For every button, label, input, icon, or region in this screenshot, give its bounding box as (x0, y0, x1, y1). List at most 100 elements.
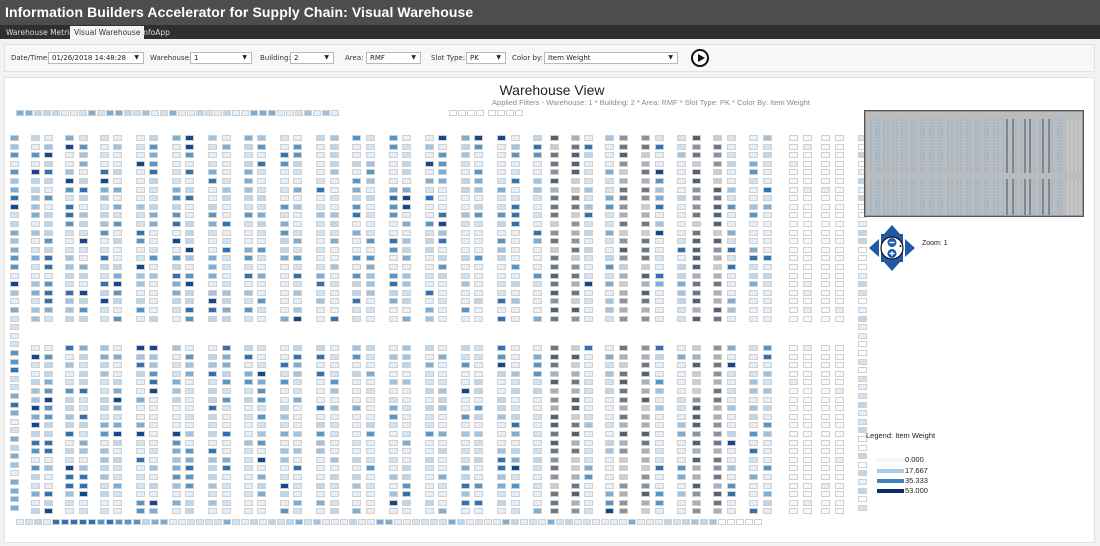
slot-cell[interactable] (172, 483, 181, 489)
slot-cell[interactable] (835, 144, 844, 150)
slot-cell[interactable] (550, 457, 559, 463)
slot-cell[interactable] (727, 345, 736, 351)
slot-cell[interactable] (172, 508, 181, 514)
slot-cell[interactable] (402, 247, 411, 253)
slot-cell[interactable] (502, 519, 510, 525)
slot-cell[interactable] (280, 465, 289, 471)
slot-cell[interactable] (692, 457, 701, 463)
slot-cell[interactable] (149, 298, 158, 304)
slot-cell[interactable] (352, 388, 361, 394)
slot-cell[interactable] (34, 519, 42, 525)
slot-cell[interactable] (113, 169, 122, 175)
slot-cell[interactable] (474, 405, 483, 411)
slot-cell[interactable] (257, 230, 266, 236)
slot-cell[interactable] (511, 371, 520, 377)
slot-cell[interactable] (692, 316, 701, 322)
slot-cell[interactable] (142, 110, 150, 116)
slot-cell[interactable] (316, 161, 325, 167)
slot-cell[interactable] (293, 371, 302, 377)
slot-cell[interactable] (511, 178, 520, 184)
slot-cell[interactable] (70, 519, 78, 525)
slot-cell[interactable] (316, 187, 325, 193)
slot-cell[interactable] (835, 457, 844, 463)
slot-cell[interactable] (280, 238, 289, 244)
slot-cell[interactable] (280, 290, 289, 296)
slot-cell[interactable] (484, 519, 492, 525)
slot-cell[interactable] (402, 152, 411, 158)
slot-cell[interactable] (149, 135, 158, 141)
slot-cell[interactable] (692, 491, 701, 497)
slot-cell[interactable] (858, 255, 867, 261)
slot-cell[interactable] (533, 264, 542, 270)
slot-cell[interactable] (352, 238, 361, 244)
slot-cell[interactable] (610, 519, 618, 525)
slot-cell[interactable] (10, 281, 19, 287)
slot-cell[interactable] (208, 238, 217, 244)
slot-cell[interactable] (803, 152, 812, 158)
slot-cell[interactable] (605, 247, 614, 253)
slot-cell[interactable] (31, 371, 40, 377)
slot-cell[interactable] (366, 457, 375, 463)
slot-cell[interactable] (727, 204, 736, 210)
slot-cell[interactable] (257, 290, 266, 296)
slot-cell[interactable] (366, 221, 375, 227)
slot-cell[interactable] (511, 238, 520, 244)
slot-cell[interactable] (316, 169, 325, 175)
slot-cell[interactable] (858, 290, 867, 296)
slot-cell[interactable] (366, 362, 375, 368)
slot-cell[interactable] (438, 362, 447, 368)
slot-cell[interactable] (244, 440, 253, 446)
slot-cell[interactable] (511, 307, 520, 313)
slot-cell[interactable] (352, 465, 361, 471)
slot-cell[interactable] (584, 161, 593, 167)
slot-cell[interactable] (244, 187, 253, 193)
slot-cell[interactable] (124, 110, 132, 116)
slot-cell[interactable] (692, 345, 701, 351)
slot-cell[interactable] (185, 135, 194, 141)
slot-cell[interactable] (402, 273, 411, 279)
slot-cell[interactable] (619, 508, 628, 514)
slot-cell[interactable] (208, 247, 217, 253)
slot-type-select[interactable]: PK ▼ (466, 52, 506, 64)
slot-cell[interactable] (727, 195, 736, 201)
slot-cell[interactable] (389, 405, 398, 411)
slot-cell[interactable] (222, 230, 231, 236)
slot-cell[interactable] (641, 414, 650, 420)
slot-cell[interactable] (10, 402, 19, 408)
slot-cell[interactable] (571, 290, 580, 296)
slot-cell[interactable] (550, 307, 559, 313)
slot-cell[interactable] (821, 431, 830, 437)
slot-cell[interactable] (727, 212, 736, 218)
slot-cell[interactable] (293, 144, 302, 150)
slot-cell[interactable] (749, 238, 758, 244)
slot-cell[interactable] (533, 379, 542, 385)
slot-cell[interactable] (316, 474, 325, 480)
slot-cell[interactable] (208, 465, 217, 471)
slot-cell[interactable] (389, 221, 398, 227)
slot-cell[interactable] (497, 178, 506, 184)
slot-cell[interactable] (584, 483, 593, 489)
slot-cell[interactable] (366, 169, 375, 175)
slot-cell[interactable] (366, 422, 375, 428)
slot-cell[interactable] (366, 195, 375, 201)
slot-cell[interactable] (497, 500, 506, 506)
slot-cell[interactable] (511, 195, 520, 201)
slot-cell[interactable] (79, 354, 88, 360)
slot-cell[interactable] (425, 422, 434, 428)
slot-cell[interactable] (425, 273, 434, 279)
slot-cell[interactable] (352, 307, 361, 313)
slot-cell[interactable] (222, 281, 231, 287)
slot-cell[interactable] (257, 379, 266, 385)
slot-cell[interactable] (136, 405, 145, 411)
slot-cell[interactable] (571, 178, 580, 184)
slot-cell[interactable] (257, 212, 266, 218)
slot-cell[interactable] (352, 440, 361, 446)
slot-cell[interactable] (655, 264, 664, 270)
slot-cell[interactable] (389, 281, 398, 287)
slot-cell[interactable] (641, 161, 650, 167)
slot-cell[interactable] (571, 345, 580, 351)
slot-cell[interactable] (172, 388, 181, 394)
slot-cell[interactable] (425, 345, 434, 351)
slot-cell[interactable] (619, 519, 627, 525)
slot-cell[interactable] (352, 379, 361, 385)
